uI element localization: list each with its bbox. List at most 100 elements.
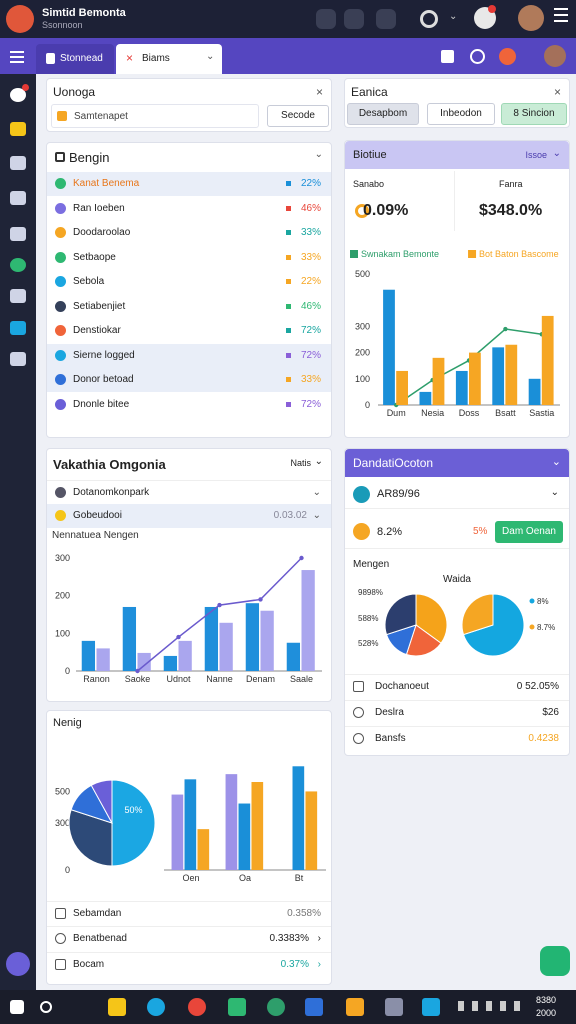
tray-icons[interactable]	[458, 1001, 528, 1011]
row-value: 33%	[300, 227, 321, 238]
chevron[interactable]: ⌄	[449, 11, 458, 22]
hamburger[interactable]	[10, 51, 24, 53]
taskbar-app[interactable]	[305, 998, 323, 1016]
chevron[interactable]: ⌄	[314, 149, 323, 160]
row-value: 0.4238	[528, 733, 559, 744]
bar	[383, 289, 395, 405]
profile-button[interactable]	[6, 952, 30, 976]
pie-slice	[461, 593, 494, 636]
taskbar-app[interactable]	[228, 998, 246, 1016]
taskbar-app[interactable]	[147, 998, 165, 1016]
nav-icon[interactable]	[10, 227, 26, 241]
taskbar-app[interactable]	[267, 998, 285, 1016]
nav-icon[interactable]	[10, 122, 26, 136]
user-avatar[interactable]	[518, 5, 544, 31]
y-tick-label: 100	[355, 374, 370, 384]
button[interactable]: Desapbom	[347, 103, 419, 125]
y-tick-label: 200	[55, 591, 70, 601]
x-tick-label: Udnot	[166, 674, 191, 684]
tab-bar: Stonnead × Biams ⌄	[0, 38, 576, 74]
tab-label: Stonnead	[60, 53, 103, 64]
taskbar-app[interactable]	[385, 998, 403, 1016]
icon-button[interactable]	[441, 50, 454, 63]
taskbar-app[interactable]	[108, 998, 126, 1016]
legend-label: 8.7%	[537, 623, 555, 632]
row[interactable]: Dotanomkonpark ⌄	[47, 480, 331, 504]
list-row[interactable]: Sebola 22%	[47, 270, 331, 294]
nav-icon[interactable]	[10, 321, 26, 335]
filter[interactable]: Natis	[290, 458, 311, 468]
taskbar-app[interactable]	[422, 998, 440, 1016]
button[interactable]: Inbeodon	[427, 103, 495, 125]
row-value: 46%	[300, 300, 321, 312]
settings-icon[interactable]	[420, 10, 438, 28]
panel-header: Biotiue Issoe ⌄	[345, 141, 569, 169]
nav-icon[interactable]	[10, 289, 26, 303]
icon-button[interactable]	[316, 9, 336, 29]
button[interactable]: 8 Sincion	[501, 103, 567, 125]
chevron: ›	[317, 959, 321, 970]
x-tick-label: Saoke	[125, 674, 151, 684]
bar	[251, 782, 264, 870]
taskbar-app[interactable]	[346, 998, 364, 1016]
chevron[interactable]: ⌄	[551, 456, 561, 468]
chevron[interactable]: ⌄	[552, 148, 561, 159]
filter[interactable]: Issoe	[525, 150, 547, 160]
list-row[interactable]: Ran Ioeben 46%	[47, 197, 331, 221]
chevron[interactable]: ⌄	[314, 456, 323, 467]
list-row[interactable]: Sierne logged 72%	[47, 343, 331, 368]
row-arrow	[286, 377, 291, 382]
close-button[interactable]: ×	[553, 85, 561, 99]
nav-icon[interactable]	[10, 88, 26, 102]
y-tick-label: 0	[65, 865, 70, 875]
row-icon	[353, 681, 364, 692]
search-button[interactable]	[40, 1001, 52, 1013]
top-bar: Simtid Bemonta Ssonnoon ⌄	[0, 0, 576, 38]
icon-button[interactable]	[470, 49, 485, 64]
nav-icon[interactable]	[10, 352, 26, 366]
x-tick-label: Saale	[290, 674, 313, 684]
button[interactable]: Secode	[267, 105, 329, 127]
list-row[interactable]: Denstiokar 72%	[47, 319, 331, 343]
list-row[interactable]: Doodaroolao 33%	[47, 221, 331, 245]
search-input[interactable]: Samtenapet	[51, 104, 259, 128]
row[interactable]: Benatbenad 0.3383% ›	[47, 926, 331, 950]
bar	[178, 640, 192, 671]
nav-icon[interactable]	[10, 156, 26, 170]
start-button[interactable]	[10, 1000, 24, 1014]
icon-button[interactable]	[376, 9, 396, 29]
bar	[219, 622, 233, 671]
list-row[interactable]: Donor betoad 33%	[47, 368, 331, 392]
bar	[505, 344, 518, 405]
button[interactable]: Dam Oenan	[495, 521, 563, 543]
taskbar-app[interactable]	[188, 998, 206, 1016]
tab[interactable]: Stonnead	[36, 44, 114, 74]
row-label: Sierne logged	[73, 349, 135, 361]
y-tick-label: 500	[55, 786, 70, 796]
fab-button[interactable]	[540, 946, 570, 976]
nav-icon[interactable]	[10, 191, 26, 205]
row[interactable]: AR89/96 ⌄	[345, 479, 569, 509]
row[interactable]: Gobeudooi 0.03.02 ⌄	[47, 504, 331, 528]
row[interactable]: Dochanoeut 0 52.05%	[345, 674, 569, 698]
row-icon	[55, 325, 66, 336]
close-button[interactable]: ×	[315, 85, 323, 99]
list-row[interactable]: Kanat Benema 22%	[47, 172, 331, 196]
row[interactable]: Sebamdan 0.358%	[47, 901, 331, 925]
row-label: AR89/96	[377, 488, 420, 500]
list-row[interactable]: Dnonle bitee 72%	[47, 393, 331, 417]
y-tick-label: 300	[55, 818, 70, 828]
nav-icon[interactable]	[10, 258, 26, 272]
row: 8.2% 5% Dam Oenan	[345, 515, 569, 549]
icon-button[interactable]	[344, 9, 364, 29]
tab-active[interactable]: × Biams ⌄	[116, 44, 222, 74]
icon-button[interactable]	[499, 48, 516, 65]
app-avatar[interactable]	[6, 5, 34, 33]
row[interactable]: Deslra $26	[345, 700, 569, 724]
row[interactable]: Bansfs 0.4238	[345, 726, 569, 750]
row[interactable]: Bocam 0.37% ›	[47, 952, 331, 976]
menu-icon[interactable]	[554, 8, 568, 10]
list-row[interactable]: Setbaope 33%	[47, 246, 331, 270]
list-row[interactable]: Setiabenjiet 46%	[47, 295, 331, 319]
user-avatar[interactable]	[544, 45, 566, 67]
